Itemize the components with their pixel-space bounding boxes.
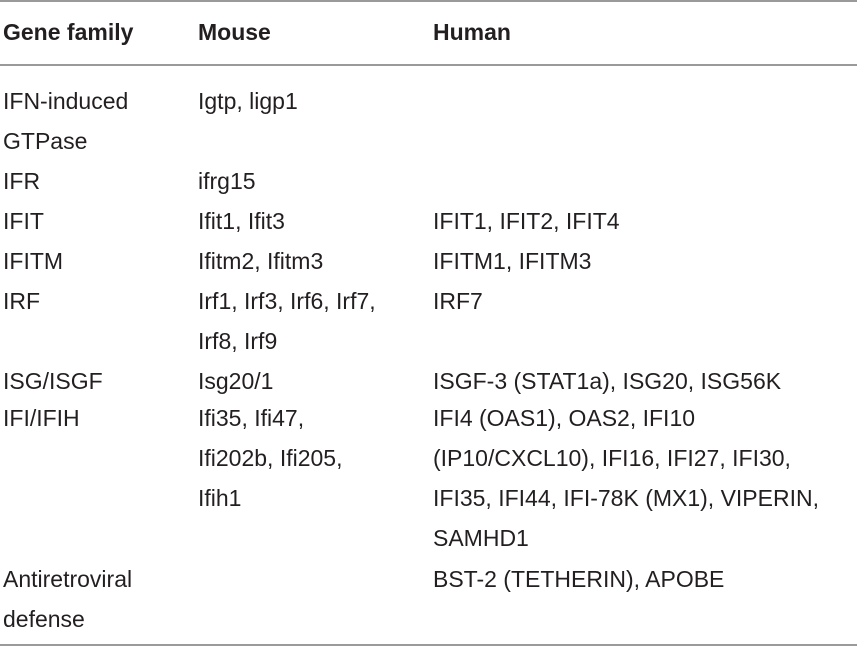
- human-cell: IFI4 (OAS1), OAS2, IFI10 (IP10/CXCL10), …: [433, 405, 819, 551]
- gene-family-cell: IFIT: [3, 208, 44, 234]
- mouse-cell: Ifi35, Ifi47, Ifi202b, Ifi205, Ifih1: [198, 405, 343, 511]
- mouse-cell: Ifitm2, Ifitm3: [198, 248, 324, 274]
- human-cell: BST-2 (TETHERIN), APOBE: [433, 566, 725, 592]
- bottom-rule: [0, 644, 857, 646]
- mouse-cell: Isg20/1: [198, 368, 274, 394]
- gene-family-cell: IFR: [3, 168, 41, 194]
- gene-family-cell: IFN-induced GTPase: [3, 88, 129, 154]
- header-human: Human: [433, 19, 511, 45]
- human-cell: ISGF-3 (STAT1a), ISG20, ISG56K: [433, 368, 782, 394]
- human-cell: IFIT1, IFIT2, IFIT4: [433, 208, 620, 234]
- top-rule: [0, 0, 857, 2]
- gene-family-cell: IFITM: [3, 248, 64, 274]
- mouse-cell: Igtp, ligp1: [198, 88, 298, 114]
- header-rule: [0, 64, 857, 66]
- gene-family-cell: IRF: [3, 288, 41, 314]
- header-gene-family: Gene family: [3, 19, 134, 45]
- gene-family-cell: ISG/ISGF: [3, 368, 103, 394]
- mouse-cell: ifrg15: [198, 168, 256, 194]
- header-mouse: Mouse: [198, 19, 271, 45]
- gene-family-cell: Antiretroviral defense: [3, 566, 133, 632]
- mouse-cell: Ifit1, Ifit3: [198, 208, 285, 234]
- mouse-cell: Irf1, Irf3, Irf6, Irf7, Irf8, Irf9: [198, 288, 376, 354]
- gene-family-cell: IFI/IFIH: [3, 405, 80, 431]
- human-cell: IRF7: [433, 288, 483, 314]
- human-cell: IFITM1, IFITM3: [433, 248, 592, 274]
